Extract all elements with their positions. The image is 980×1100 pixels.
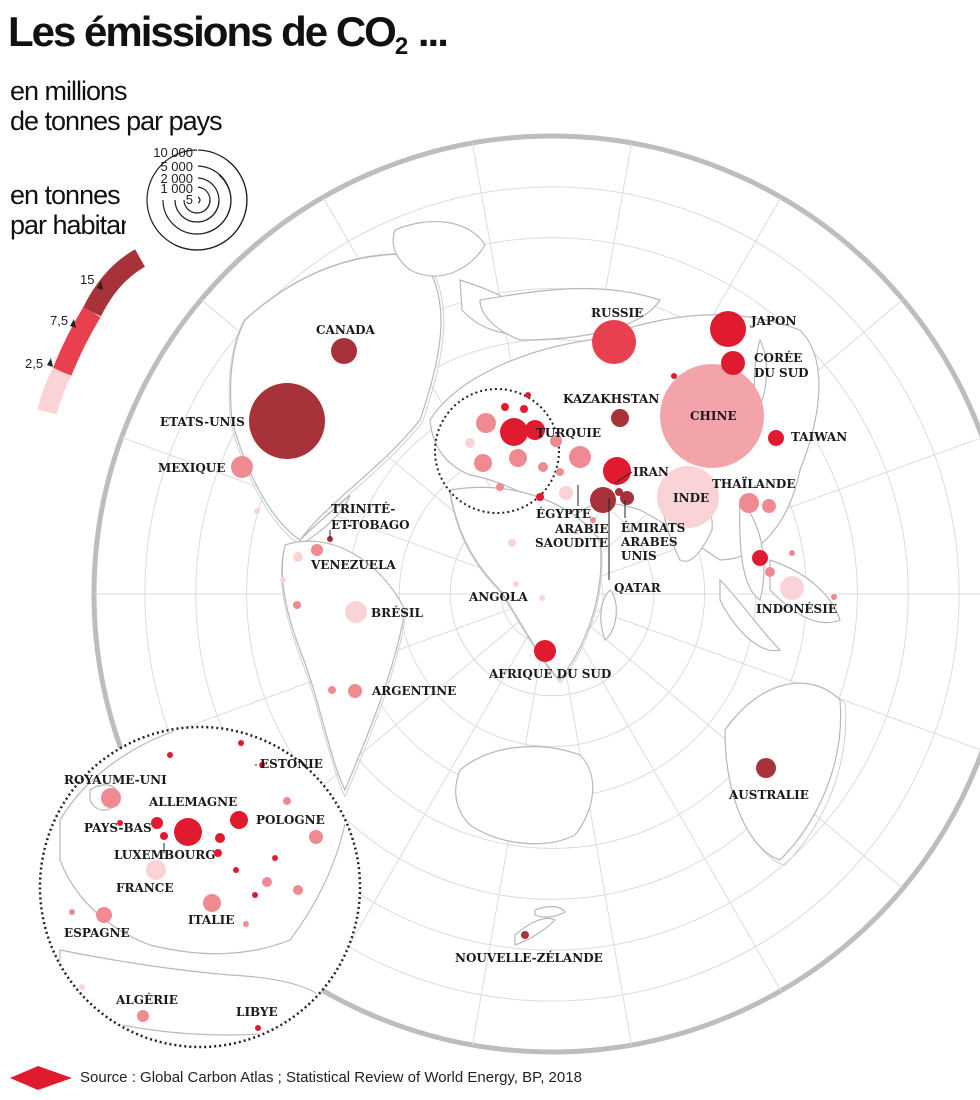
label-angola: ANGOLA bbox=[468, 590, 528, 604]
label-libye: LIBYE bbox=[236, 1005, 278, 1019]
bubble-taiwan bbox=[768, 430, 784, 446]
label-allemagne: ALLEMAGNE bbox=[148, 795, 237, 809]
label-mexique: MEXIQUE bbox=[158, 461, 225, 475]
meridian-line bbox=[551, 593, 980, 752]
africa bbox=[449, 486, 602, 681]
bubble-japon bbox=[710, 311, 746, 347]
bubble-kazakhstan bbox=[611, 409, 629, 427]
page-title: Les émissions de CO2 ... bbox=[8, 8, 449, 60]
bubble-etats-unis bbox=[249, 383, 325, 459]
bubble-bresil bbox=[345, 601, 367, 623]
label-kazakhstan: KAZAKHSTAN bbox=[563, 392, 659, 406]
bubble-australie bbox=[756, 758, 776, 778]
label-chine: CHINE bbox=[690, 409, 737, 423]
label-iran: IRAN bbox=[633, 465, 669, 479]
bubble-chine bbox=[660, 364, 764, 468]
label-russie: RUSSIE bbox=[591, 306, 643, 320]
svg-text:2 000: 2 000 bbox=[160, 171, 193, 186]
size-legend-values: 10 000 5 000 2 000 1 000 5 bbox=[153, 145, 193, 207]
bubble-indonesie bbox=[780, 576, 804, 600]
label-venezuela: VENEZUELA bbox=[310, 558, 396, 572]
label-italie: ITALIE bbox=[188, 913, 234, 927]
size-legend-title: en millions de tonnes par pays bbox=[10, 76, 223, 136]
bubble-emirats bbox=[620, 491, 634, 505]
color-legend-title: en tonnes par habitant bbox=[10, 180, 142, 240]
svg-text:15: 15 bbox=[80, 272, 94, 287]
country-bubbles bbox=[231, 311, 837, 939]
label-trinite-1: TRINITÉ- bbox=[331, 501, 395, 516]
europe-focus-ring bbox=[434, 388, 560, 514]
bubble-mexique bbox=[231, 456, 253, 478]
svg-text:5: 5 bbox=[186, 192, 193, 207]
label-canada: CANADA bbox=[316, 323, 376, 337]
source-note: Source : Global Carbon Atlas ; Statistic… bbox=[80, 1069, 582, 1086]
label-arabie-2: SAOUDITE bbox=[535, 536, 608, 550]
bubble-afrique-du-sud bbox=[534, 640, 556, 662]
label-egypte: ÉGYPTE bbox=[536, 506, 591, 521]
bubble-argentine bbox=[348, 684, 362, 698]
label-nouvelle-zelande: NOUVELLE-ZÉLANDE bbox=[455, 950, 603, 965]
bubble-russie bbox=[592, 320, 636, 364]
label-qatar: QATAR bbox=[614, 581, 662, 595]
label-coree-2: DU SUD bbox=[754, 366, 809, 380]
label-australie: AUSTRALIE bbox=[728, 788, 809, 802]
antarctica bbox=[455, 746, 594, 845]
bubble-venezuela bbox=[311, 544, 323, 556]
label-trinite-2: ET-TOBAGO bbox=[331, 518, 410, 532]
label-leaders bbox=[329, 471, 633, 580]
meridian-line bbox=[551, 593, 782, 991]
label-indonesie: INDONÉSIE bbox=[756, 601, 837, 616]
svg-text:10 000: 10 000 bbox=[153, 145, 193, 160]
label-luxembourg: LUXEMBOURG bbox=[114, 848, 216, 862]
south-america bbox=[281, 540, 406, 792]
label-pologne: POLOGNE bbox=[256, 813, 325, 827]
label-france: FRANCE bbox=[116, 881, 173, 895]
color-legend-ticks: 15 7,5 2,5 bbox=[25, 272, 103, 371]
bubble-iran bbox=[603, 457, 631, 485]
bubble-turquie bbox=[569, 446, 591, 468]
svg-text:5 000: 5 000 bbox=[160, 159, 193, 174]
svg-text:1 000: 1 000 bbox=[160, 181, 193, 196]
label-japon: JAPON bbox=[750, 314, 796, 328]
bubble-malaisie bbox=[752, 550, 768, 566]
bubble-thailande bbox=[739, 493, 759, 513]
label-taiwan: TAIWAN bbox=[791, 430, 847, 444]
label-algerie: ALGÉRIE bbox=[115, 992, 178, 1007]
australia bbox=[724, 682, 842, 861]
label-royaume-uni: ROYAUME-UNI bbox=[64, 773, 167, 787]
label-thailande: THAÏLANDE bbox=[712, 476, 795, 491]
bubble-egypte bbox=[559, 486, 573, 500]
bubble-inde bbox=[657, 466, 719, 528]
bubble-coree bbox=[721, 351, 745, 375]
source-marker-icon bbox=[10, 1066, 72, 1090]
label-argentine: ARGENTINE bbox=[371, 684, 456, 698]
label-coree-1: CORÉE bbox=[754, 350, 802, 365]
svg-text:7,5: 7,5 bbox=[50, 313, 68, 328]
label-turquie: TURQUIE bbox=[536, 426, 601, 440]
meridian-line bbox=[322, 593, 553, 991]
color-legend-band bbox=[37, 249, 146, 415]
label-emirats-2: ARABES bbox=[620, 535, 678, 549]
europe-inset: ROYAUME-UNI ALLEMAGNE PAYS-BAS POLOGNE E… bbox=[38, 725, 362, 1049]
label-inde: INDE bbox=[673, 491, 709, 505]
label-bresil: BRÉSIL bbox=[371, 605, 424, 620]
label-estonie: ESTONIE bbox=[260, 757, 323, 771]
label-emirats-1: ÉMIRATS bbox=[621, 520, 685, 535]
label-afrique-du-sud: AFRIQUE DU SUD bbox=[488, 667, 611, 681]
label-etats-unis: ETATS-UNIS bbox=[160, 415, 245, 429]
bubble-canada bbox=[331, 338, 357, 364]
label-pays-bas: PAYS-BAS bbox=[84, 821, 152, 835]
bubble-arabie bbox=[590, 487, 616, 513]
svg-text:2,5: 2,5 bbox=[25, 356, 43, 371]
label-emirats-3: UNIS bbox=[621, 549, 657, 563]
label-espagne: ESPAGNE bbox=[64, 926, 130, 940]
label-arabie-1: ARABIE bbox=[554, 522, 609, 536]
north-america bbox=[229, 253, 442, 541]
bubble-qatar bbox=[615, 488, 623, 496]
bubble-vietnam bbox=[762, 499, 776, 513]
